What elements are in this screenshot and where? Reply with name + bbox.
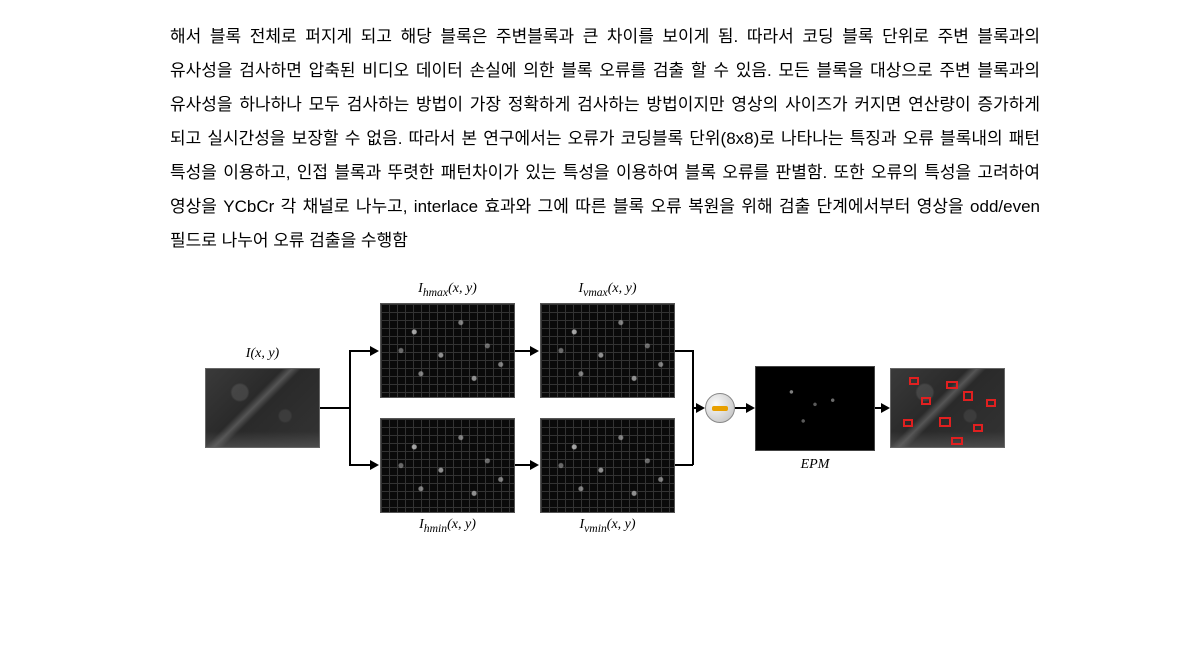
minus-icon [705, 393, 735, 423]
arrow [349, 464, 371, 466]
error-highlight [903, 419, 913, 427]
arrow [349, 350, 371, 352]
error-highlight [946, 381, 958, 389]
arrow-head-icon [530, 346, 539, 356]
epm-image-block [755, 366, 875, 451]
error-highlight [951, 437, 963, 445]
arrow [349, 350, 351, 465]
arrow [515, 464, 531, 466]
epm-label: EPM [755, 457, 875, 473]
output-image-block [890, 368, 1005, 448]
error-highlight [909, 377, 919, 385]
error-detection-flowchart: I(x, y) Ihmax(x, y) Ihmin(x, y) Ivmax(x,… [205, 278, 1005, 538]
arrow-head-icon [746, 403, 755, 413]
hmin-label: Ihmin(x, y) [380, 517, 515, 535]
epm-node: EPM [755, 366, 875, 451]
output-node [890, 368, 1005, 448]
error-highlight [986, 399, 996, 407]
arrow [692, 408, 694, 465]
body-paragraph: 해서 블록 전체로 퍼지게 되고 해당 블록은 주변블록과 큰 차이를 보이게 … [170, 20, 1040, 258]
input-label: I(x, y) [205, 346, 320, 362]
arrow-head-icon [881, 403, 890, 413]
arrow-head-icon [370, 460, 379, 470]
vmax-label: Ivmax(x, y) [540, 281, 675, 299]
error-highlight [963, 391, 973, 401]
arrow [515, 350, 531, 352]
hmax-image-block [380, 303, 515, 398]
arrow-head-icon [696, 403, 705, 413]
minus-operator [705, 393, 735, 423]
vmax-node: Ivmax(x, y) [540, 303, 675, 398]
hmin-image-block [380, 418, 515, 513]
error-highlight [973, 424, 983, 432]
input-image-block [205, 368, 320, 448]
vmin-label: Ivmin(x, y) [540, 517, 675, 535]
arrow-head-icon [530, 460, 539, 470]
hmax-node: Ihmax(x, y) [380, 303, 515, 398]
hmin-node: Ihmin(x, y) [380, 418, 515, 513]
arrow [692, 350, 694, 408]
arrow-head-icon [370, 346, 379, 356]
error-highlight [921, 397, 931, 405]
error-highlight [939, 417, 951, 427]
arrow [320, 407, 350, 409]
arrow [675, 350, 693, 352]
vmin-image-block [540, 418, 675, 513]
arrow [675, 464, 693, 466]
vmax-image-block [540, 303, 675, 398]
input-node: I(x, y) [205, 368, 320, 448]
hmax-label: Ihmax(x, y) [380, 281, 515, 299]
vmin-node: Ivmin(x, y) [540, 418, 675, 513]
